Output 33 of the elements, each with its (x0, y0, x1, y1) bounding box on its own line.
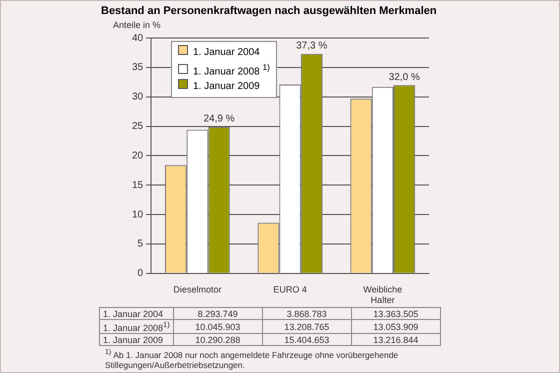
text: 13.363.505 (351, 308, 440, 320)
text: 1. Januar 2008$^{1)}$ (103, 320, 170, 333)
text: 10.045.903 (173, 320, 262, 334)
text: 8.293.749 (173, 308, 262, 320)
text: 3.868.783 (262, 308, 352, 320)
text: 1. Januar 2009 (103, 334, 164, 344)
y-tick-label: 25 (132, 121, 144, 132)
y-tick-label: 0 (138, 268, 144, 280)
y-tick-label: 15 (132, 180, 144, 191)
text: 13.208.765 (262, 320, 352, 334)
y-tick-label: 35 (132, 62, 144, 74)
data-label: 37,3 % (296, 40, 328, 52)
legend-label: 1. Januar 2008 $^{1)}$ (192, 61, 270, 80)
x-tick-label: Dieselmotor (173, 284, 222, 294)
text: 13.216.844 (351, 334, 440, 346)
y-tick-label: 40 (132, 32, 144, 44)
y-tick-label: 20 (132, 150, 144, 162)
text: 10.290.288 (173, 334, 262, 346)
y-tick-label: 30 (132, 92, 144, 103)
y-axis-title: Anteile in % (113, 20, 161, 30)
chart-title: Bestand an Personenkraftwagen nach ausgewählten Merkmalen (101, 5, 437, 17)
text: 1. Januar 2004 (103, 308, 164, 318)
text: $^{1)}$ Ab 1. Januar 2008 nur noch angemeldete Fahrzeuge ohne vorübergehende Stillegungen/Außerbetriebsetzungen. (105, 347, 400, 370)
text: 15.404.653 (262, 334, 352, 346)
legend-label: 1. Januar 2004 (192, 46, 261, 60)
legend-label: 1. Januar 2009 (192, 80, 261, 94)
y-tick-label: 10 (132, 209, 144, 220)
y-tick-label: 5 (138, 238, 144, 250)
x-tick-label: Weibliche Halter (363, 284, 402, 306)
data-label: 24,9 % (203, 114, 235, 125)
x-tick-label: EURO 4 (273, 284, 307, 294)
text: 13.053.909 (351, 320, 440, 334)
data-label: 32,0 % (388, 72, 420, 83)
